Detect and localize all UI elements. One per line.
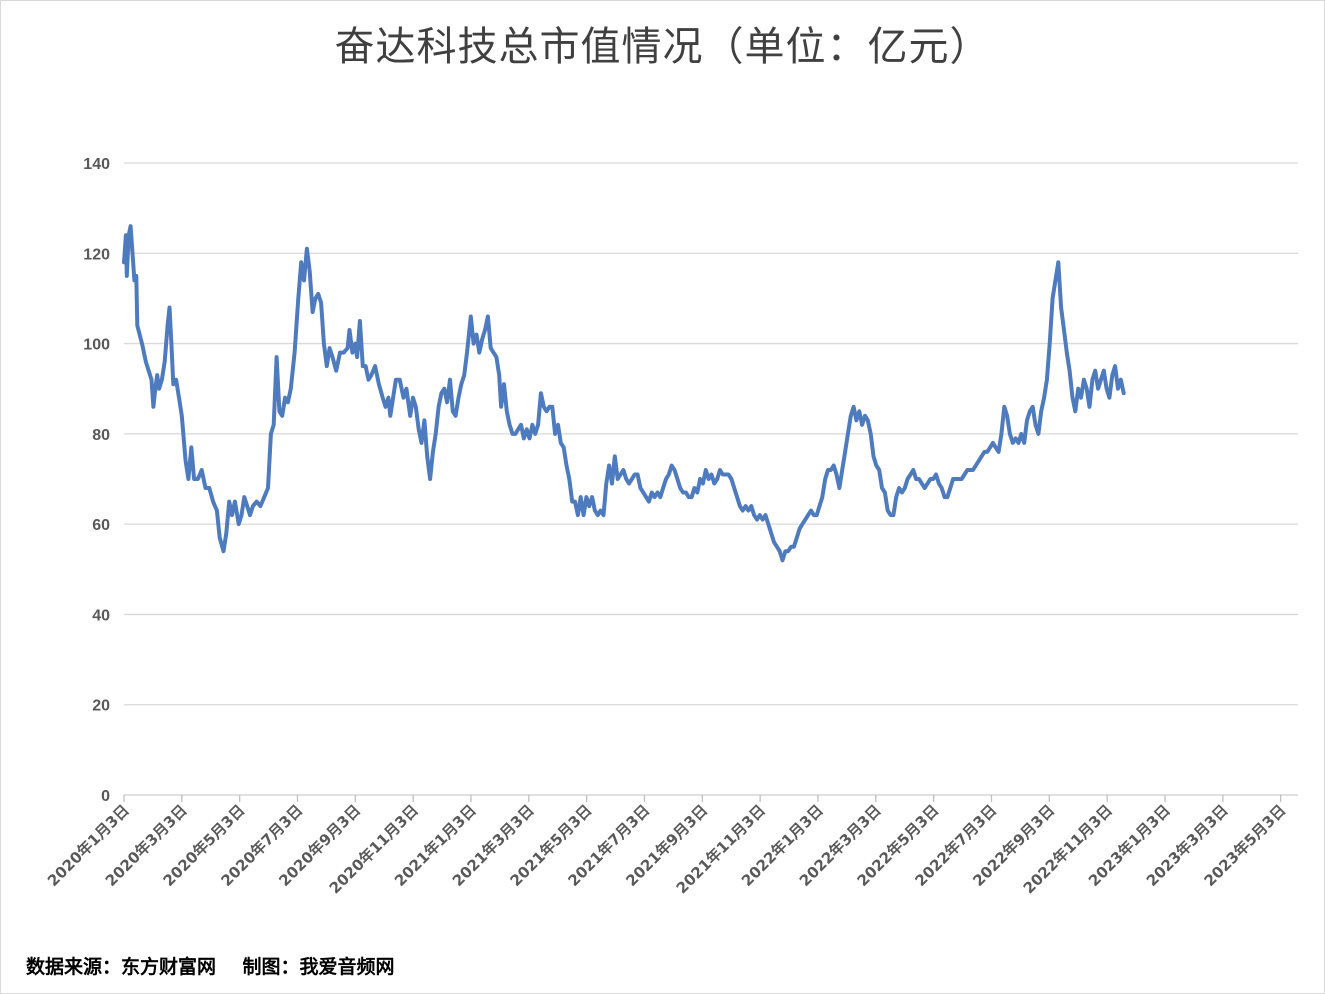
y-tick-label: 80 [92, 427, 110, 444]
y-tick-label: 0 [101, 788, 110, 805]
y-tick-label: 60 [92, 517, 110, 534]
y-tick-label: 20 [92, 698, 110, 715]
source-note: 数据来源：东方财富网 制图：我爱音频网 [26, 956, 395, 978]
chart-title: 奋达科技总市值情况（单位：亿元） [334, 24, 991, 70]
y-tick-label: 100 [83, 337, 110, 354]
y-tick-label: 120 [83, 246, 110, 263]
y-tick-label: 140 [83, 156, 110, 173]
y-axis: 0 20 40 60 80 100 120 140 [83, 156, 110, 805]
y-tick-label: 40 [92, 607, 110, 624]
x-axis: 2020年1月3日2020年3月3日2020年5月3日2020年7月3日2020… [44, 794, 1298, 897]
series-line-market-cap [122, 224, 1126, 563]
